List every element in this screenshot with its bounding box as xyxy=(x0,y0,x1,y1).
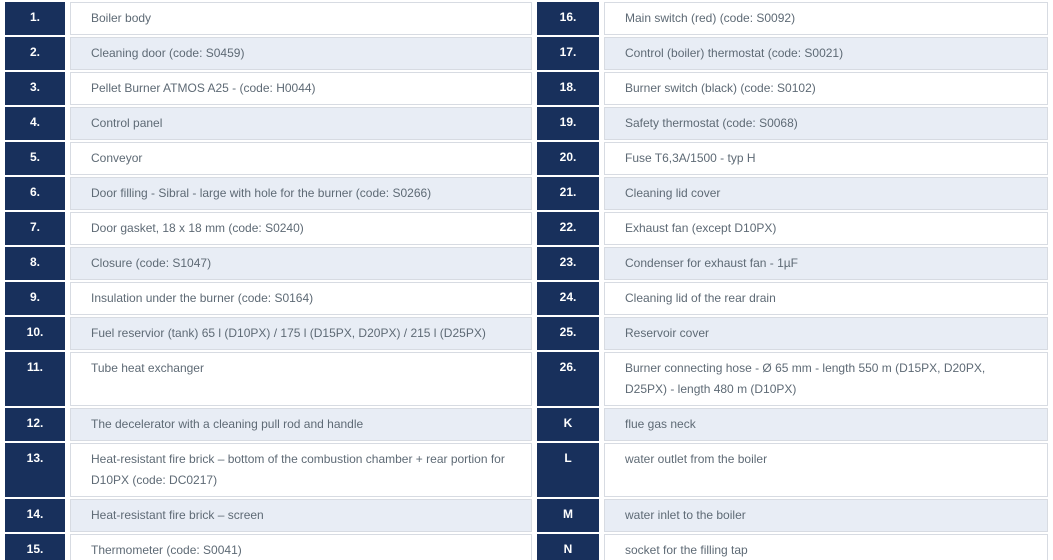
table-row: 4. Control panel 19. Safety thermostat (cod… xyxy=(5,107,1048,140)
table-row: 6. Door filling - Sibral - large with hol… xyxy=(5,177,1048,210)
table-row: 7. Door gasket, 18 x 18 mm (code: S0240) 2… xyxy=(5,212,1048,245)
item-number-cell: 11. xyxy=(5,352,65,406)
item-description-cell: Tube heat exchanger xyxy=(70,352,532,406)
item-description-cell: Door gasket, 18 x 18 mm (code: S0240) xyxy=(70,212,532,245)
item-number-cell: 13. xyxy=(5,443,65,497)
item-description-cell: Main switch (red) (code: S0092) xyxy=(604,2,1048,35)
item-number-cell: 16. xyxy=(537,2,599,35)
item-description-cell: Heat-resistant fire brick – bottom of th… xyxy=(70,443,532,497)
item-description-cell: socket for the filling tap xyxy=(604,534,1048,560)
item-description-cell: Cleaning lid cover xyxy=(604,177,1048,210)
item-number-cell: 1. xyxy=(5,2,65,35)
item-number-cell: 18. xyxy=(537,72,599,105)
item-number-cell: 15. xyxy=(5,534,65,560)
item-description-cell: Thermometer (code: S0041) xyxy=(70,534,532,560)
item-description-cell: Door filling - Sibral - large with hole … xyxy=(70,177,532,210)
item-number-cell: 10. xyxy=(5,317,65,350)
item-description-cell: Condenser for exhaust fan - 1µF xyxy=(604,247,1048,280)
item-description-cell: Heat-resistant fire brick – screen xyxy=(70,499,532,532)
item-number-cell: 3. xyxy=(5,72,65,105)
table-row: 13. Heat-resistant fire brick – bottom of… xyxy=(5,443,1048,497)
item-description-cell: water inlet to the boiler xyxy=(604,499,1048,532)
table-row: 9. Insulation under the burner (code: S01… xyxy=(5,282,1048,315)
item-number-cell: 2. xyxy=(5,37,65,70)
item-description-cell: Cleaning door (code: S0459) xyxy=(70,37,532,70)
item-description-cell: Fuse T6,3A/1500 - typ H xyxy=(604,142,1048,175)
item-description-cell: Pellet Burner ATMOS A25 - (code: H0044) xyxy=(70,72,532,105)
item-description-cell: Insulation under the burner (code: S0164… xyxy=(70,282,532,315)
item-description-cell: Closure (code: S1047) xyxy=(70,247,532,280)
table-row: 2. Cleaning door (code: S0459) 17. Control … xyxy=(5,37,1048,70)
table-row: 10. Fuel reservior (tank) 65 l (D10PX) / … xyxy=(5,317,1048,350)
table-row: 8. Closure (code: S1047) 23. Condenser for … xyxy=(5,247,1048,280)
item-description-cell: Reservoir cover xyxy=(604,317,1048,350)
item-number-cell: N xyxy=(537,534,599,560)
table-row: 12. The decelerator with a cleaning pull … xyxy=(5,408,1048,441)
table-row: 11. Tube heat exchanger 26. Burner connecti… xyxy=(5,352,1048,406)
item-number-cell: 20. xyxy=(537,142,599,175)
item-description-cell: Control (boiler) thermostat (code: S0021… xyxy=(604,37,1048,70)
item-number-cell: L xyxy=(537,443,599,497)
item-number-cell: 12. xyxy=(5,408,65,441)
item-number-cell: 21. xyxy=(537,177,599,210)
item-number-cell: 22. xyxy=(537,212,599,245)
table-row: 1. Boiler body 16. Main switch (red) (code:… xyxy=(5,2,1048,35)
item-description-cell: The decelerator with a cleaning pull rod… xyxy=(70,408,532,441)
item-number-cell: 5. xyxy=(5,142,65,175)
item-description-cell: Safety thermostat (code: S0068) xyxy=(604,107,1048,140)
item-number-cell: 7. xyxy=(5,212,65,245)
item-number-cell: M xyxy=(537,499,599,532)
table-row: 3. Pellet Burner ATMOS A25 - (code: H0044… xyxy=(5,72,1048,105)
item-number-cell: 4. xyxy=(5,107,65,140)
item-description-cell: water outlet from the boiler xyxy=(604,443,1048,497)
item-number-cell: K xyxy=(537,408,599,441)
parts-table-body: 1. Boiler body 16. Main switch (red) (code:… xyxy=(5,2,1048,560)
item-number-cell: 23. xyxy=(537,247,599,280)
table-row: 5. Conveyor 20. Fuse T6,3A/1500 - typ H xyxy=(5,142,1048,175)
item-number-cell: 14. xyxy=(5,499,65,532)
item-number-cell: 25. xyxy=(537,317,599,350)
item-description-cell: Exhaust fan (except D10PX) xyxy=(604,212,1048,245)
item-description-cell: Burner switch (black) (code: S0102) xyxy=(604,72,1048,105)
item-description-cell: Conveyor xyxy=(70,142,532,175)
item-description-cell: flue gas neck xyxy=(604,408,1048,441)
item-number-cell: 9. xyxy=(5,282,65,315)
item-number-cell: 24. xyxy=(537,282,599,315)
item-description-cell: Cleaning lid of the rear drain xyxy=(604,282,1048,315)
item-description-cell: Burner connecting hose - Ø 65 mm - lengt… xyxy=(604,352,1048,406)
item-description-cell: Boiler body xyxy=(70,2,532,35)
item-number-cell: 6. xyxy=(5,177,65,210)
item-number-cell: 19. xyxy=(537,107,599,140)
item-number-cell: 26. xyxy=(537,352,599,406)
item-description-cell: Control panel xyxy=(70,107,532,140)
item-number-cell: 17. xyxy=(537,37,599,70)
item-description-cell: Fuel reservior (tank) 65 l (D10PX) / 175… xyxy=(70,317,532,350)
item-number-cell: 8. xyxy=(5,247,65,280)
